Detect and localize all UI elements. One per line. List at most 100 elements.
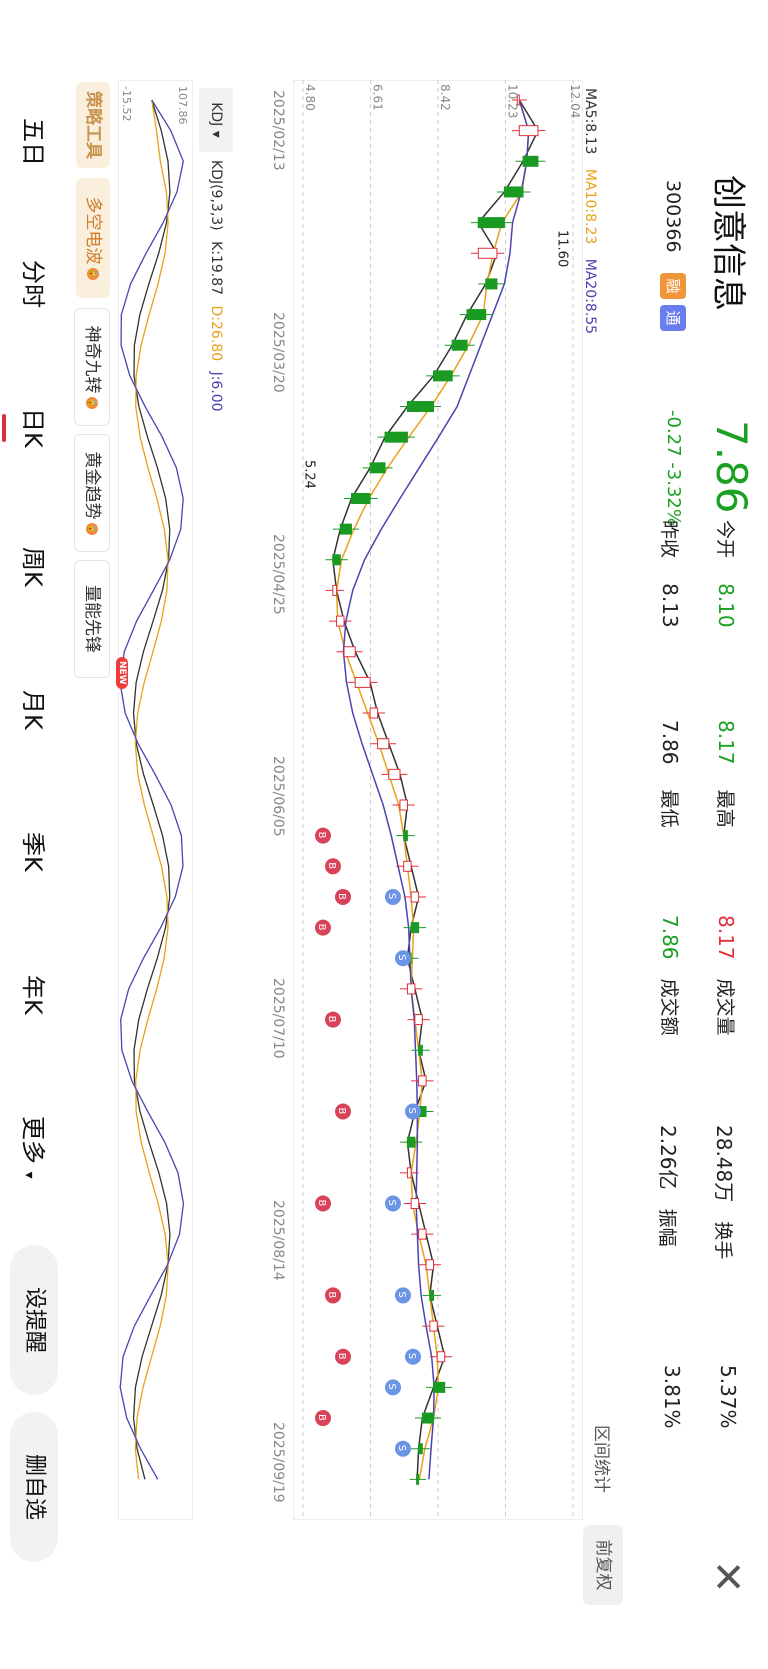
candle-body (485, 278, 498, 290)
tab-yearly[interactable]: 年K (19, 975, 47, 1015)
tab-monthly[interactable]: 月K (19, 690, 47, 730)
buy-mark-label: B (326, 1016, 337, 1023)
candle-body (477, 217, 505, 229)
buy-mark (325, 858, 341, 875)
sell-mark (385, 1379, 401, 1396)
candle-body (388, 768, 401, 780)
sell-mark-label: S (396, 954, 407, 960)
buy-mark-label: B (326, 862, 337, 869)
stat-open: 今开 8.10 (714, 520, 738, 628)
x-tick-label: 2025/07/10 (270, 978, 286, 1059)
candle-body (403, 830, 408, 842)
candle-body (429, 1289, 435, 1301)
buy-mark (335, 888, 351, 905)
candle-body (451, 339, 468, 351)
kline-grid (302, 80, 574, 1520)
buy-mark (315, 919, 331, 936)
sell-mark-label: S (386, 893, 397, 899)
candle-body (410, 891, 420, 903)
sell-mark-label: S (386, 1199, 397, 1205)
close-icon[interactable]: ✕ (704, 1560, 750, 1594)
x-tick-label: 2025/04/25 (270, 534, 286, 615)
buy-mark (325, 1287, 341, 1304)
candle-body (354, 676, 371, 688)
tab-quarterly[interactable]: 季K (19, 832, 47, 872)
margin-tag: 融 (660, 273, 686, 299)
tab-more[interactable]: 更多 ▾ (19, 1116, 47, 1179)
candle-body (518, 125, 539, 137)
sell-mark-label: S (396, 1291, 407, 1297)
x-tick-label: 2025/06/05 (270, 756, 286, 837)
candle-body (429, 1320, 438, 1332)
y-tick-label: 12.04 (568, 84, 582, 118)
stat-volume-val: 28.48万 换手 (712, 1125, 736, 1260)
ma10-value: MA10:8.23 (582, 168, 598, 245)
kline-chart[interactable]: B B B B B B B B B B S S S S S S S S 12.04 10.23 8.42 6.61 4.8… (293, 80, 583, 1520)
sell-mark (395, 1440, 411, 1457)
remove-watchlist-button[interactable]: 删自选 (10, 1412, 58, 1562)
candle-body (421, 1412, 435, 1424)
ma5-value: MA5:8.13 (582, 88, 598, 155)
x-tick-label: 2025/08/14 (270, 1200, 286, 1281)
ma-legend: MA5:8.13 MA10:8.23 MA20:8.55 (582, 88, 598, 334)
adjust-button[interactable]: 前复权 (583, 1525, 623, 1605)
candle-body (336, 615, 345, 627)
buy-mark-label: B (316, 924, 327, 931)
candle-body (332, 584, 338, 596)
tool-shenqi[interactable]: 神奇九转🔒 (74, 308, 110, 426)
candle-body (369, 462, 386, 474)
stat-low: 7.86 最低 (658, 720, 682, 828)
kdj-top-label: 107.86 (176, 86, 189, 125)
tab-5day[interactable]: 五日 (19, 118, 47, 166)
y-tick-label: 10.23 (506, 84, 520, 118)
candle-body (406, 983, 416, 995)
buy-mark-label: B (316, 832, 327, 839)
kdj-line (119, 99, 185, 1480)
candle-body (332, 554, 341, 566)
set-alert-button[interactable]: 设提醒 (10, 1245, 58, 1395)
stat-turnover-amt: 7.86 成交额 (658, 915, 682, 1036)
x-tick-label: 2025/09/19 (270, 1422, 286, 1503)
tab-weekly[interactable]: 周K (19, 547, 47, 587)
kdj-chart[interactable]: 107.86 -15.52 (118, 80, 193, 1520)
stock-code: 300366 (662, 180, 684, 253)
ma-lines (332, 99, 539, 1480)
change-value: -0.27 (663, 410, 684, 457)
candle-body (522, 155, 539, 167)
buy-mark (315, 827, 331, 844)
high-annotation: 11.60 (555, 230, 570, 267)
tool-liangneng[interactable]: 量能先锋 (74, 560, 110, 678)
stat-amplitude: 3.81% (660, 1365, 684, 1429)
tool-huangjin[interactable]: 黄金趋势🔒 (74, 434, 110, 552)
candle-body (418, 1075, 427, 1087)
kdj-line (134, 99, 169, 1480)
strategy-tools-label: 策略工具 (76, 82, 110, 168)
candle-body (406, 1167, 412, 1179)
tool-duokong[interactable]: 多空电波🔒 (76, 178, 110, 298)
candle-body (418, 1443, 423, 1455)
candle-body (403, 860, 412, 872)
buy-mark (315, 1195, 331, 1212)
tab-daily[interactable]: 日K (18, 408, 53, 448)
lock-icon: 🔒 (86, 522, 98, 535)
candle-body (377, 738, 390, 750)
tab-intraday[interactable]: 分时 (19, 260, 47, 308)
candle-body (384, 431, 408, 443)
lock-icon: 🔒 (86, 396, 98, 409)
price-change: -0.27 -3.32% (663, 410, 684, 526)
kdj-line (132, 99, 171, 1480)
candle-body (418, 1228, 427, 1240)
candle-body (425, 1259, 435, 1271)
lock-icon: 🔒 (87, 267, 99, 280)
candle-body (339, 523, 352, 535)
y-axis-labels: 12.04 10.23 8.42 6.61 4.80 11.60 5.24 (301, 84, 582, 489)
sell-mark-label: S (396, 1445, 407, 1451)
sell-mark (395, 950, 411, 967)
indicator-selector[interactable]: KDJ ▾ (199, 88, 233, 152)
new-badge: NEW (116, 657, 128, 689)
range-stat-button[interactable]: 区间统计 (591, 1425, 611, 1493)
kdj-legend: KDJ(9,3,3) K:19.87 D:26.80 J:6.00 (208, 160, 224, 412)
candle-body (477, 247, 498, 259)
candle-body (399, 799, 408, 811)
